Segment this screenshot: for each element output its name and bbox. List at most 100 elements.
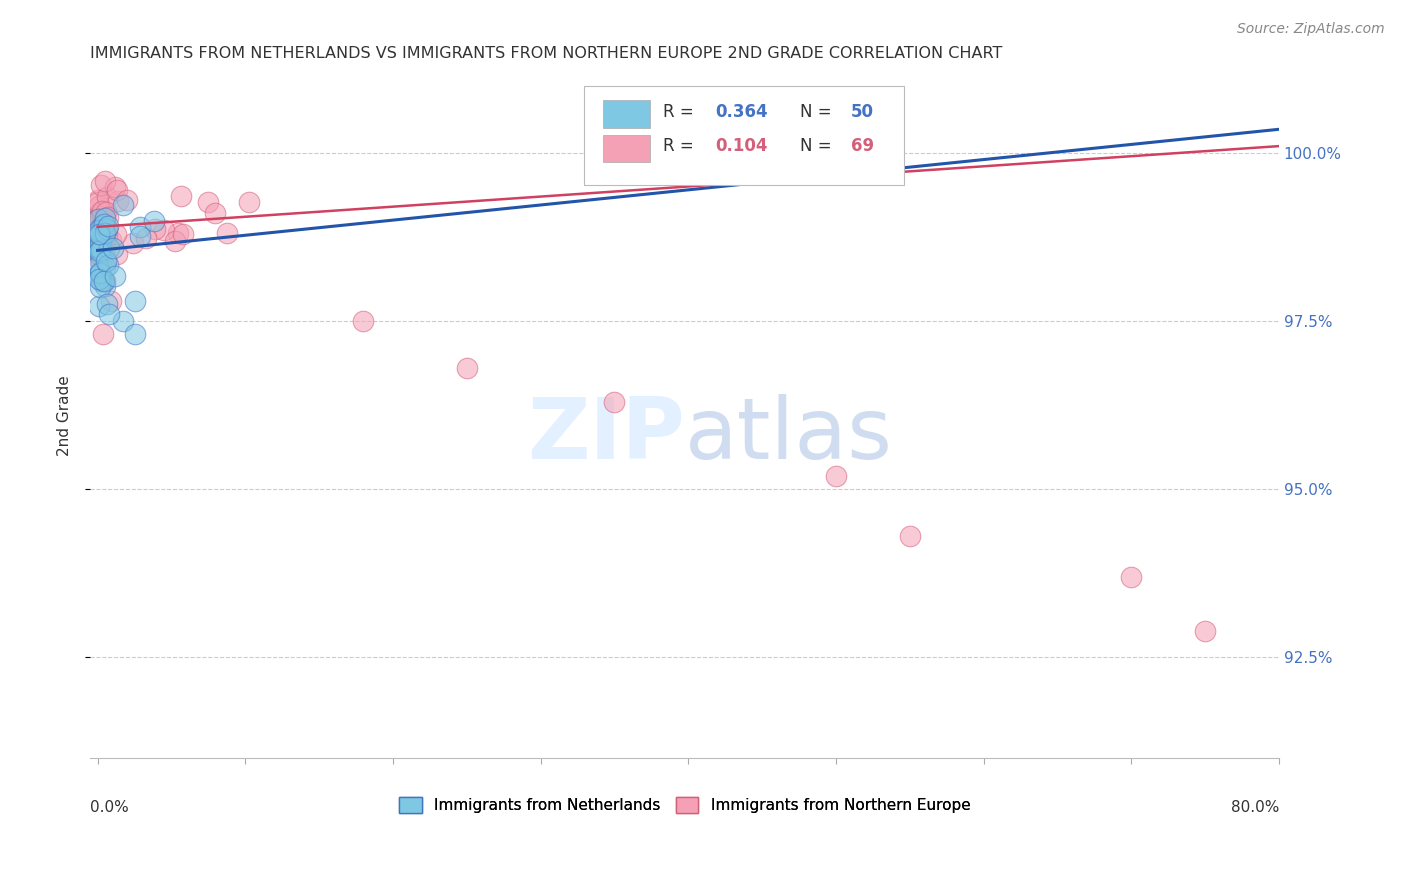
Point (93, 231, 115, 245)
Point (87, 216, 110, 230)
Point (89, 243, 111, 257)
Point (93, 273, 115, 287)
Point (898, 529, 921, 543)
Text: 0.0%: 0.0% (90, 799, 129, 814)
Point (89, 248, 111, 262)
Point (89, 299, 111, 313)
Text: R =: R = (664, 103, 699, 121)
Point (91, 327, 114, 342)
Point (204, 206, 226, 220)
Point (87, 268, 110, 283)
FancyBboxPatch shape (603, 135, 650, 162)
Text: 69: 69 (851, 137, 875, 155)
Point (89, 236, 111, 251)
Point (89, 266, 111, 280)
Point (87, 226, 110, 240)
Point (89, 266, 111, 280)
Point (128, 228, 150, 243)
Point (122, 236, 145, 251)
Point (90, 206, 112, 220)
Point (124, 327, 146, 342)
Point (96, 296, 118, 310)
Point (89, 227, 111, 242)
Point (87, 222, 110, 236)
Point (96, 230, 118, 244)
Point (87, 193, 110, 207)
Point (90, 274, 112, 288)
Point (115, 194, 138, 208)
Point (89, 211, 111, 225)
Point (94, 235, 117, 249)
Point (166, 226, 188, 240)
Text: 0.104: 0.104 (716, 137, 768, 155)
Point (87, 242, 110, 256)
Point (89, 207, 111, 221)
Point (105, 227, 128, 241)
Point (129, 219, 152, 234)
Point (96, 254, 118, 268)
Point (87, 240, 110, 254)
Point (87, 272, 110, 286)
Point (100, 233, 122, 247)
Point (90, 204, 112, 219)
Point (107, 194, 129, 208)
Point (89, 220, 111, 235)
Point (97, 307, 120, 321)
Point (89, 228, 111, 243)
Point (238, 194, 260, 209)
Point (143, 221, 166, 235)
Point (87, 235, 110, 250)
Point (152, 223, 174, 237)
Point (87, 259, 110, 273)
Point (90, 225, 112, 239)
Text: 0.364: 0.364 (716, 103, 768, 121)
Point (90, 235, 112, 250)
Legend: Immigrants from Netherlands, Immigrants from Northern Europe: Immigrants from Netherlands, Immigrants … (392, 791, 977, 820)
Point (89, 237, 111, 252)
Point (87, 226, 110, 240)
Point (89, 227, 111, 242)
Point (94, 226, 117, 240)
Point (93, 209, 115, 223)
Point (93, 272, 115, 286)
Point (89, 244, 111, 258)
Point (93, 218, 115, 232)
Point (93, 274, 115, 288)
Point (96, 227, 118, 241)
FancyBboxPatch shape (603, 100, 650, 128)
Point (87, 227, 110, 241)
Point (197, 195, 219, 210)
Point (97, 219, 120, 233)
Point (170, 188, 193, 202)
Point (172, 227, 194, 241)
Point (97, 258, 120, 272)
Point (96, 204, 118, 219)
Point (456, 361, 478, 376)
Point (87, 211, 110, 226)
Point (1194, 624, 1216, 638)
Text: atlas: atlas (685, 394, 893, 477)
Point (89, 253, 111, 268)
Point (93, 222, 115, 236)
Point (94, 260, 117, 275)
Text: IMMIGRANTS FROM NETHERLANDS VS IMMIGRANTS FROM NORTHERN EUROPE 2ND GRADE CORRELA: IMMIGRANTS FROM NETHERLANDS VS IMMIGRANT… (90, 46, 1002, 62)
Text: 80.0%: 80.0% (1230, 799, 1279, 814)
Y-axis label: 2nd Grade: 2nd Grade (58, 375, 72, 456)
Point (90, 236, 112, 251)
Point (87, 244, 110, 258)
Point (90, 178, 112, 192)
Point (101, 241, 124, 255)
Point (87, 195, 110, 210)
Point (105, 246, 128, 260)
Point (89, 205, 111, 219)
Point (97, 211, 120, 225)
Point (89, 233, 111, 247)
Point (104, 180, 127, 194)
Point (87, 223, 110, 237)
Point (89, 235, 111, 249)
Point (87, 199, 110, 213)
Point (603, 394, 626, 409)
Point (90, 236, 112, 251)
Point (352, 314, 374, 328)
Point (94, 251, 117, 265)
